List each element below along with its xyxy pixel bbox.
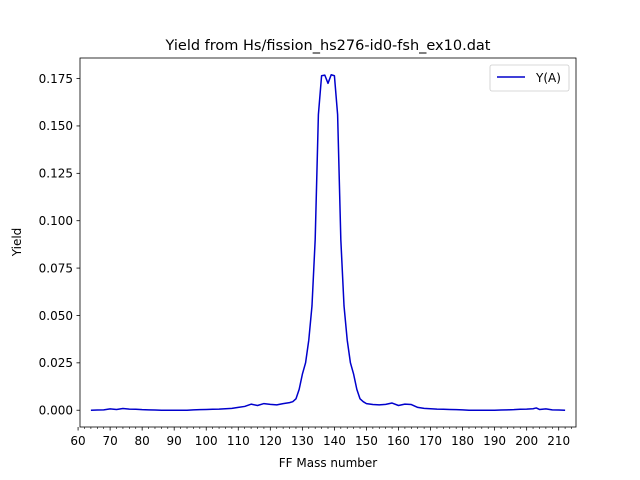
series-line-ya	[90, 74, 566, 411]
y-tick-label: 0.100	[39, 214, 73, 228]
x-tick-label: 200	[515, 434, 538, 448]
legend-box	[489, 64, 570, 92]
legend: Y(A)	[489, 64, 570, 92]
legend-label-ya: Y(A)	[535, 71, 561, 85]
x-tick-label: 180	[451, 434, 474, 448]
x-tick-label: 70	[102, 434, 117, 448]
x-tick-label: 210	[547, 434, 570, 448]
y-tick-label: 0.000	[39, 404, 73, 418]
x-tick-label: 150	[355, 434, 378, 448]
x-tick-label: 170	[419, 434, 442, 448]
x-tick-label: 140	[323, 434, 346, 448]
y-tick-label: 0.025	[39, 356, 73, 370]
plot-frame	[79, 57, 577, 428]
x-tick-label: 100	[195, 434, 218, 448]
x-tick-label: 120	[259, 434, 282, 448]
chart-title: Yield from Hs/fission_hs276-id0-fsh_ex10…	[165, 38, 491, 54]
x-tick-label: 80	[135, 434, 150, 448]
y-tick-label: 0.175	[39, 72, 73, 86]
x-axis-label: FF Mass number	[279, 456, 378, 470]
y-axis-ticks: 0.000 0.025 0.050 0.075 0.100 0.125 0.150 0.175	[39, 72, 80, 418]
x-axis-ticks: 60 70 80 90 100 110 120 130 140 150 160 170 180 190 20…	[70, 427, 570, 448]
x-tick-label: 60	[70, 434, 85, 448]
y-tick-label: 0.050	[39, 309, 73, 323]
y-tick-label: 0.150	[39, 119, 73, 133]
y-tick-label: 0.075	[39, 261, 73, 275]
x-tick-label: 90	[167, 434, 182, 448]
plot-area	[80, 58, 576, 427]
y-tick-label: 0.125	[39, 167, 73, 181]
x-tick-label: 160	[387, 434, 410, 448]
y-axis-label: Yield	[10, 228, 24, 258]
x-tick-label: 110	[227, 434, 250, 448]
x-tick-label: 130	[291, 434, 314, 448]
x-tick-label: 190	[483, 434, 506, 448]
